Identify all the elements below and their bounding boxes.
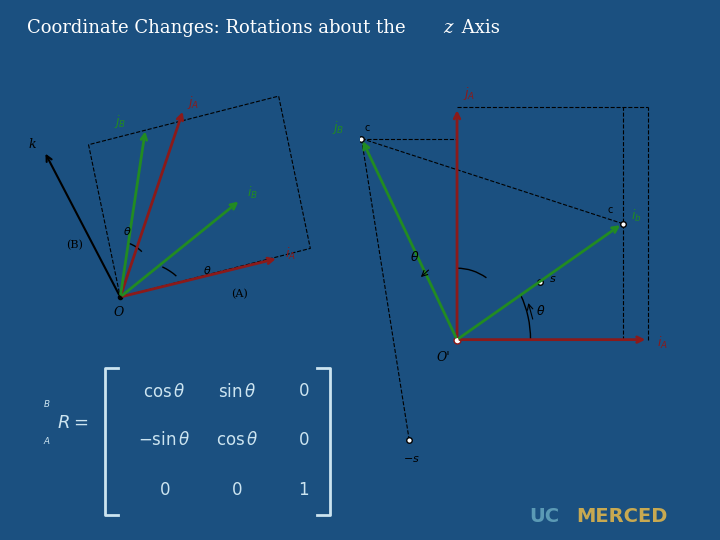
Text: Coordinate Changes: Rotations about the: Coordinate Changes: Rotations about the — [27, 19, 412, 37]
Text: $s$: $s$ — [549, 274, 556, 284]
Text: $\theta$: $\theta$ — [536, 303, 546, 318]
Text: c: c — [364, 124, 370, 133]
Text: UC: UC — [529, 508, 559, 526]
Text: $\theta$: $\theta$ — [202, 264, 211, 276]
Text: $0$: $0$ — [297, 383, 309, 400]
Text: $i_B$: $i_B$ — [247, 185, 258, 201]
Text: $\theta$: $\theta$ — [410, 250, 419, 264]
Text: $i_b$: $i_b$ — [631, 208, 642, 224]
Text: MERCED: MERCED — [576, 508, 667, 526]
Text: $1$: $1$ — [298, 482, 309, 499]
Text: $R=$: $R=$ — [57, 414, 88, 433]
Text: O: O — [114, 306, 124, 320]
Text: O': O' — [436, 351, 450, 364]
Text: k: k — [28, 138, 36, 151]
Text: $-\sin\theta$: $-\sin\theta$ — [138, 431, 191, 449]
Text: $i_A$: $i_A$ — [285, 246, 296, 262]
Text: z: z — [444, 19, 453, 37]
Text: $0$: $0$ — [231, 482, 243, 499]
Text: $\theta$: $\theta$ — [123, 225, 132, 238]
Text: $i_A$: $i_A$ — [657, 335, 668, 351]
Text: (A): (A) — [231, 289, 248, 299]
Text: $\sin\theta$: $\sin\theta$ — [218, 382, 256, 401]
Text: $\cos\theta$: $\cos\theta$ — [143, 382, 186, 401]
Text: (B): (B) — [66, 240, 84, 251]
Text: c: c — [608, 205, 613, 215]
Text: $j_B$: $j_B$ — [114, 113, 126, 130]
Text: $^B$: $^B$ — [43, 400, 51, 413]
Text: $j_B$: $j_B$ — [332, 119, 344, 137]
Text: $0$: $0$ — [297, 431, 309, 449]
Text: $\cos\theta$: $\cos\theta$ — [216, 431, 258, 449]
Text: $_A$: $_A$ — [43, 434, 51, 447]
Text: $j_A$: $j_A$ — [186, 94, 199, 111]
Text: Axis: Axis — [456, 19, 500, 37]
Text: $j_A$: $j_A$ — [463, 85, 475, 102]
Text: $-s$: $-s$ — [403, 454, 420, 464]
Text: $0$: $0$ — [158, 482, 170, 499]
